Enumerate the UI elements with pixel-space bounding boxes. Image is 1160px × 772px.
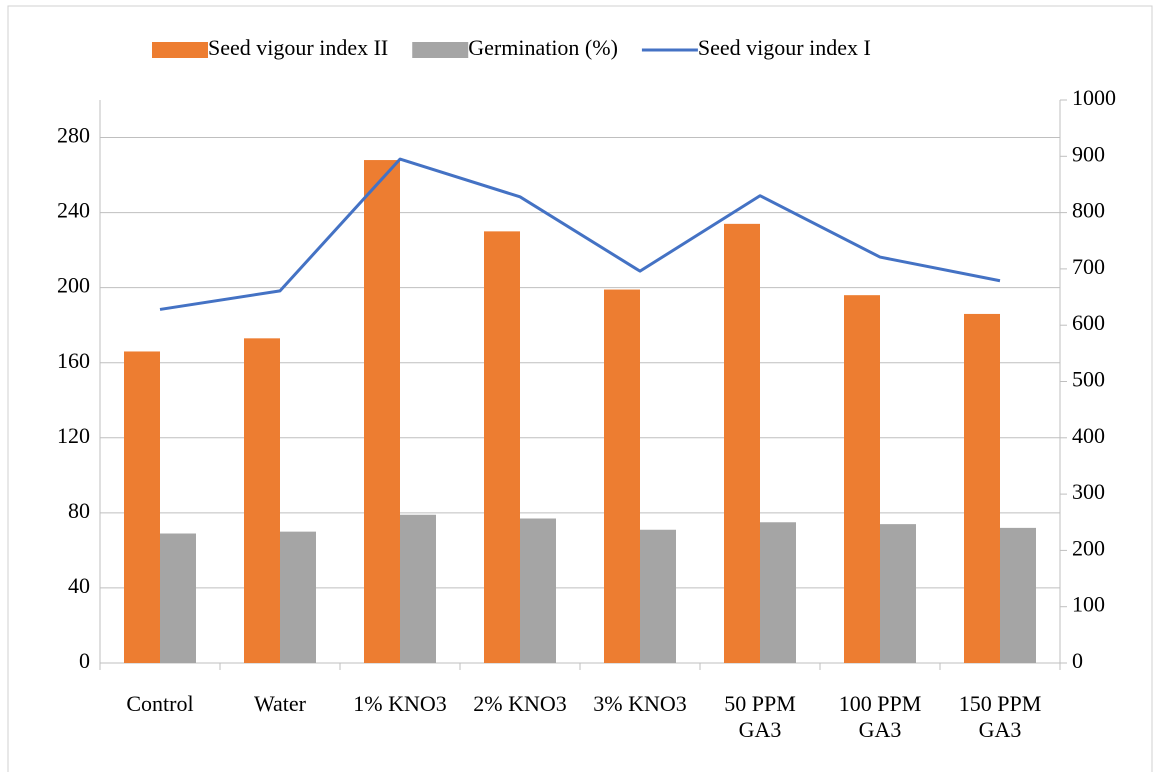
- y-tick-label: 40: [68, 573, 90, 598]
- x-tick-label: 3% KNO3: [593, 691, 687, 716]
- y-tick-label: 240: [57, 198, 90, 223]
- y2-tick-label: 1000: [1072, 85, 1116, 110]
- y2-tick-label: 500: [1072, 367, 1105, 392]
- y2-tick-label: 400: [1072, 423, 1105, 448]
- bar: [1000, 527, 1036, 663]
- chart-frame: [7, 5, 1153, 772]
- x-tick-label: 2% KNO3: [473, 691, 567, 716]
- bar: [244, 338, 280, 663]
- x-tick-label: 100 PPM GA3: [838, 691, 922, 742]
- y2-tick-label: 600: [1072, 310, 1105, 335]
- y2-tick-label: 0: [1072, 648, 1083, 673]
- x-tick-label: 150 PPM GA3: [958, 691, 1042, 742]
- y2-tick-label: 100: [1072, 592, 1105, 617]
- bar: [160, 533, 196, 663]
- y2-tick-label: 200: [1072, 535, 1105, 560]
- legend-label: Seed vigour index I: [698, 35, 871, 60]
- legend-label: Seed vigour index II: [208, 35, 388, 60]
- y-tick-label: 0: [79, 648, 90, 673]
- bar: [640, 529, 676, 663]
- y-tick-label: 120: [57, 423, 90, 448]
- y2-tick-label: 300: [1072, 479, 1105, 504]
- y2-tick-label: 900: [1072, 141, 1105, 166]
- legend-swatch: [152, 42, 208, 58]
- y2-tick-label: 700: [1072, 254, 1105, 279]
- bar: [400, 514, 436, 663]
- x-tick-label: 1% KNO3: [353, 691, 447, 716]
- line-series: [159, 157, 1001, 311]
- x-tick-label: Control: [126, 691, 194, 716]
- y-tick-label: 160: [57, 348, 90, 373]
- y-tick-label: 280: [57, 123, 90, 148]
- bar: [760, 522, 796, 663]
- bar: [964, 313, 1000, 663]
- bar: [124, 351, 160, 663]
- bar: [844, 295, 880, 663]
- legend-swatch: [412, 42, 469, 58]
- bar: [880, 524, 916, 663]
- bar: [484, 231, 520, 663]
- y-tick-label: 200: [57, 273, 90, 298]
- bar: [280, 531, 316, 663]
- y-tick-label: 80: [68, 498, 90, 523]
- bar: [364, 160, 400, 663]
- legend-label: Germination (%): [468, 35, 618, 60]
- x-tick-label: Water: [254, 691, 306, 716]
- bar: [724, 223, 760, 664]
- bar: [604, 289, 640, 663]
- x-tick-label: 50 PPM GA3: [724, 691, 796, 742]
- bar: [520, 518, 556, 663]
- y2-tick-label: 800: [1072, 198, 1105, 223]
